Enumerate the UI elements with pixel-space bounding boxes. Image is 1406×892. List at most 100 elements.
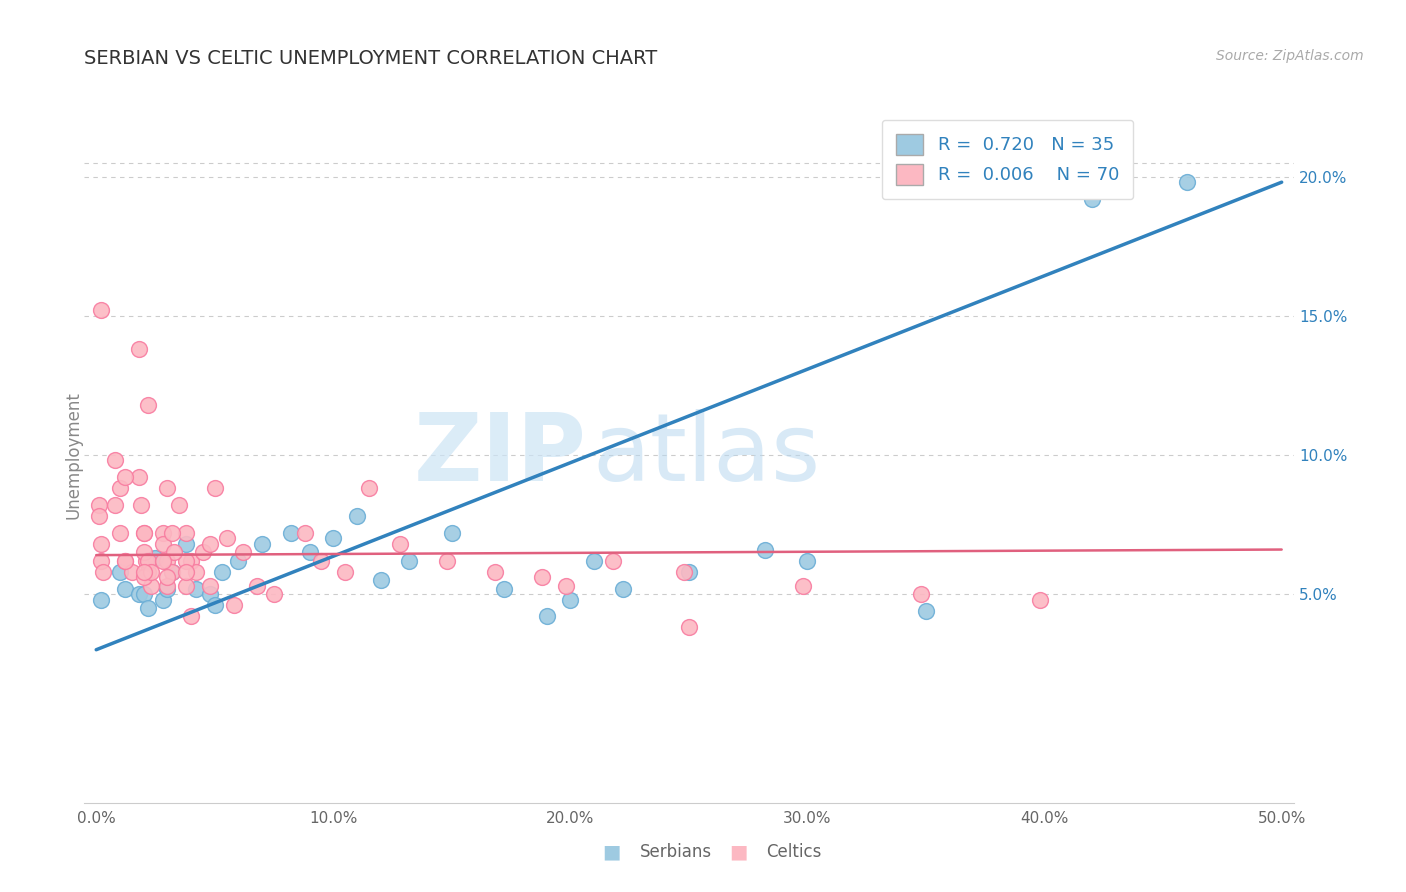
Point <box>163 545 186 559</box>
Point <box>198 537 221 551</box>
Point <box>138 565 160 579</box>
Point <box>204 598 226 612</box>
Point <box>184 582 207 596</box>
Point <box>294 525 316 540</box>
Point <box>132 545 155 559</box>
Point <box>129 498 152 512</box>
Point <box>114 582 136 596</box>
Point <box>145 550 167 565</box>
Text: SERBIAN VS CELTIC UNEMPLOYMENT CORRELATION CHART: SERBIAN VS CELTIC UNEMPLOYMENT CORRELATI… <box>84 49 658 68</box>
Point <box>167 498 190 512</box>
Point <box>388 537 411 551</box>
Point <box>678 620 700 634</box>
Point <box>184 565 207 579</box>
Point <box>128 587 150 601</box>
Point <box>176 565 198 579</box>
Point <box>90 592 112 607</box>
Point <box>1029 592 1052 607</box>
Point <box>160 565 183 579</box>
Y-axis label: Unemployment: Unemployment <box>65 391 82 519</box>
Point <box>440 525 463 540</box>
Point <box>530 570 553 584</box>
Point <box>357 481 380 495</box>
Point <box>132 565 155 579</box>
Point <box>91 565 114 579</box>
Point <box>298 545 321 559</box>
Point <box>211 565 233 579</box>
Point <box>87 498 110 512</box>
Point <box>132 570 155 584</box>
Point <box>250 537 273 551</box>
Point <box>176 537 198 551</box>
Point <box>311 554 333 568</box>
Point <box>492 582 515 596</box>
Point <box>132 525 155 540</box>
Point <box>152 537 174 551</box>
Point <box>114 470 136 484</box>
Point <box>114 554 136 568</box>
Point <box>152 525 174 540</box>
Point <box>754 542 776 557</box>
Point <box>160 525 183 540</box>
Point <box>560 592 582 607</box>
Point <box>108 565 131 579</box>
Point <box>132 587 155 601</box>
Point <box>135 554 157 568</box>
Point <box>602 554 624 568</box>
Point <box>139 565 162 579</box>
Point <box>554 579 576 593</box>
Point <box>121 565 143 579</box>
Point <box>160 565 183 579</box>
Point <box>90 537 112 551</box>
Point <box>536 609 558 624</box>
Point <box>87 509 110 524</box>
Point <box>104 498 127 512</box>
Point <box>1081 192 1104 206</box>
Point <box>180 609 202 624</box>
Point <box>176 554 198 568</box>
Point <box>152 554 174 568</box>
Point <box>104 453 127 467</box>
Point <box>156 582 179 596</box>
Point <box>180 554 202 568</box>
Point <box>156 579 179 593</box>
Text: ZIP: ZIP <box>413 409 586 501</box>
Point <box>204 481 226 495</box>
Text: Source: ZipAtlas.com: Source: ZipAtlas.com <box>1216 49 1364 63</box>
Point <box>156 570 179 584</box>
Text: ■: ■ <box>728 842 748 862</box>
Point <box>436 554 458 568</box>
Point <box>152 592 174 607</box>
Point <box>398 554 420 568</box>
Text: Serbians: Serbians <box>640 843 711 861</box>
Point <box>176 579 198 593</box>
Point <box>139 579 162 593</box>
Point <box>176 525 198 540</box>
Point <box>370 573 392 587</box>
Point <box>138 601 160 615</box>
Point <box>138 398 160 412</box>
Point <box>673 565 696 579</box>
Point <box>132 525 155 540</box>
Point <box>198 579 221 593</box>
Point <box>280 525 302 540</box>
Point <box>910 587 932 601</box>
Point <box>156 554 179 568</box>
Point <box>1175 175 1198 189</box>
Text: atlas: atlas <box>592 409 821 501</box>
Point <box>915 604 938 618</box>
Point <box>128 470 150 484</box>
Point <box>191 545 214 559</box>
Point <box>114 554 136 568</box>
Point <box>792 579 814 593</box>
Text: ■: ■ <box>602 842 621 862</box>
Point <box>346 509 368 524</box>
Point <box>108 481 131 495</box>
Point <box>484 565 506 579</box>
Point <box>198 587 221 601</box>
Point <box>612 582 634 596</box>
Point <box>232 545 254 559</box>
Legend: R =  0.720   N = 35, R =  0.006    N = 70: R = 0.720 N = 35, R = 0.006 N = 70 <box>882 120 1133 199</box>
Point <box>222 598 245 612</box>
Text: Celtics: Celtics <box>766 843 821 861</box>
